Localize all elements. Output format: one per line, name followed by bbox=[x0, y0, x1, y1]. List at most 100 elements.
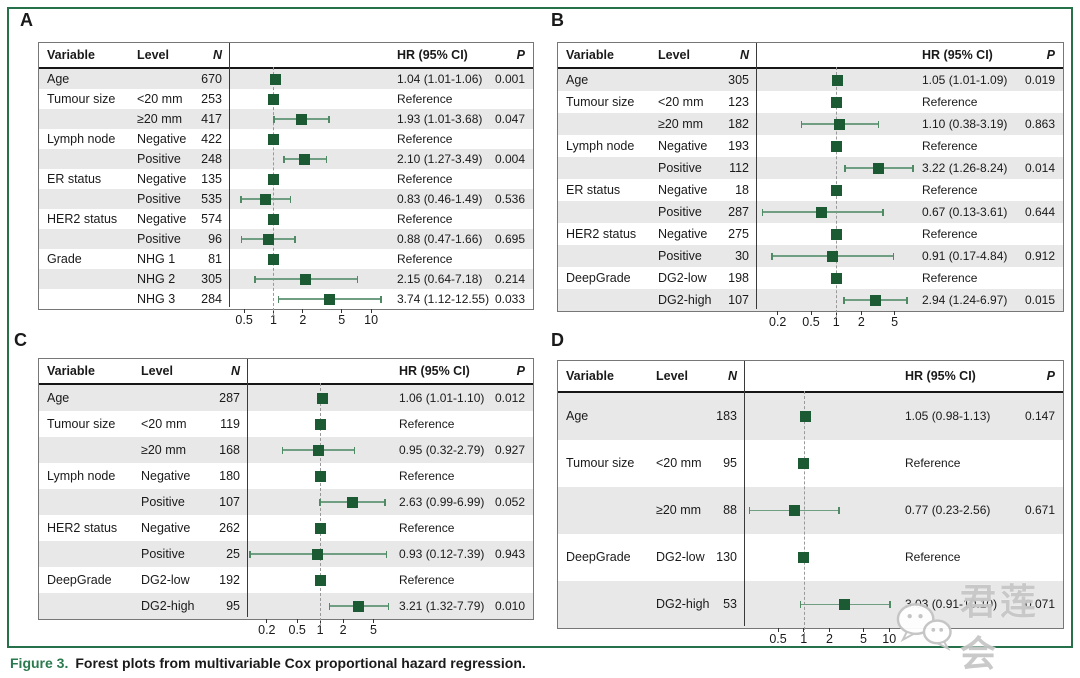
n-cell: 95 bbox=[226, 599, 240, 613]
hr-marker bbox=[267, 213, 279, 225]
table-row: NHG 3 284 3.74 (1.12-12.55) 0.033 bbox=[39, 289, 533, 309]
p-cell: 0.644 bbox=[1024, 205, 1055, 219]
hr-marker bbox=[816, 206, 828, 218]
hr-marker bbox=[830, 96, 842, 108]
variable-cell bbox=[558, 157, 656, 179]
forest-table-a: Variable Level N HR (95% CI) P Age 670 1.04 (1.… bbox=[38, 42, 534, 316]
hr-marker bbox=[312, 548, 324, 560]
plot-cell bbox=[247, 437, 393, 463]
level-cell: DG2-low bbox=[656, 550, 705, 564]
axis-tick bbox=[894, 311, 896, 315]
table-row: DG2-high 53 3.03 (0.91-10.10) 0.071 bbox=[558, 581, 1063, 628]
plot-cell bbox=[229, 229, 391, 249]
ci-cap-left bbox=[254, 275, 256, 283]
hr-marker bbox=[834, 118, 846, 130]
variable-cell: DeepGrade bbox=[566, 550, 631, 564]
ci-cap-right bbox=[892, 252, 895, 260]
ci-cap-right bbox=[906, 296, 908, 304]
p-cell: 0.695 bbox=[494, 232, 525, 246]
reference-line-dashed bbox=[803, 391, 805, 635]
p-cell bbox=[1020, 223, 1063, 245]
hr-cell: 1.05 (1.01-1.09) bbox=[922, 73, 1008, 87]
hr-marker bbox=[262, 233, 274, 245]
n-cell: 123 bbox=[728, 95, 749, 109]
n-cell: 30 bbox=[735, 249, 749, 263]
p-cell bbox=[491, 463, 533, 489]
caption-label: Figure 3. bbox=[10, 655, 69, 671]
plot-cell bbox=[229, 69, 391, 89]
level-cell bbox=[654, 393, 714, 440]
header-cell-p: P bbox=[1046, 369, 1055, 383]
table-row: Lymph node Negative 422 Reference bbox=[39, 129, 533, 149]
variable-cell bbox=[39, 437, 139, 463]
hr-marker bbox=[312, 444, 324, 456]
axis-tick-label: 0.5 bbox=[288, 623, 306, 637]
table-row: ≥20 mm 417 1.93 (1.01-3.68) 0.047 bbox=[39, 109, 533, 129]
hr-marker bbox=[839, 599, 851, 610]
panel-label-c: C bbox=[14, 330, 27, 350]
hr-marker bbox=[788, 505, 800, 516]
forest-table-d: Variable Level N HR (95% CI) P Age 183 1.05 (0.… bbox=[557, 360, 1064, 635]
plot-cell bbox=[247, 411, 393, 437]
level-cell: Negative bbox=[141, 521, 191, 535]
hr-marker bbox=[269, 73, 281, 85]
header-cell-level: Level bbox=[656, 369, 688, 383]
table-row: Positive 96 0.88 (0.47-1.66) 0.695 bbox=[39, 229, 533, 249]
header-cell-hr: HR (95% CI) bbox=[905, 369, 976, 383]
header-cell-variable: Variable bbox=[47, 48, 95, 62]
variable-cell bbox=[39, 289, 135, 309]
header-cell-level: Level bbox=[141, 364, 173, 378]
n-cell: 180 bbox=[219, 469, 240, 483]
plot-cell bbox=[247, 463, 393, 489]
hr-cell: 2.15 (0.64-7.18) bbox=[397, 272, 483, 286]
ci-cap-right bbox=[877, 120, 880, 128]
n-cell: 287 bbox=[728, 205, 749, 219]
axis-tick-label: 5 bbox=[370, 623, 377, 637]
ci-cap-left bbox=[277, 295, 280, 303]
n-cell: 193 bbox=[728, 139, 749, 153]
level-cell bbox=[139, 385, 213, 411]
n-cell: 305 bbox=[201, 272, 222, 286]
header-cell-hr: HR (95% CI) bbox=[399, 364, 470, 378]
wechat-logo-icon bbox=[896, 603, 952, 651]
x-axis-c: 0.2 0.5 1 2 5 bbox=[247, 618, 393, 642]
variable-cell bbox=[39, 489, 139, 515]
hr-cell: Reference bbox=[397, 132, 453, 146]
hr-marker bbox=[314, 522, 326, 534]
hr-marker bbox=[827, 250, 839, 262]
level-cell: ≥20 mm bbox=[141, 443, 187, 457]
table-row: HER2 status Negative 275 Reference bbox=[558, 223, 1063, 245]
plot-cell bbox=[744, 581, 899, 628]
plot-cell bbox=[756, 91, 916, 113]
table-row: NHG 2 305 2.15 (0.64-7.18) 0.214 bbox=[39, 269, 533, 289]
ci-cap-left bbox=[273, 115, 275, 123]
p-cell bbox=[1020, 267, 1063, 289]
plot-cell bbox=[247, 593, 393, 619]
header-cell-level: Level bbox=[658, 48, 690, 62]
p-cell bbox=[491, 89, 533, 109]
axis-tick-label: 1 bbox=[800, 632, 808, 646]
hr-cell: 3.21 (1.32-7.79) bbox=[399, 599, 485, 613]
hr-marker bbox=[830, 272, 842, 284]
hr-marker bbox=[830, 140, 842, 152]
hr-marker bbox=[314, 418, 326, 430]
variable-cell: HER2 status bbox=[47, 521, 118, 535]
table-row: Tumour size <20 mm 95 Reference bbox=[558, 440, 1063, 487]
level-cell: DG2-high bbox=[656, 597, 710, 611]
header-cell-plot bbox=[247, 359, 393, 383]
n-cell: 88 bbox=[723, 503, 737, 517]
column-divider bbox=[744, 361, 745, 626]
level-cell: <20 mm bbox=[141, 417, 187, 431]
hr-cell: 0.91 (0.17-4.84) bbox=[922, 249, 1008, 263]
axis-tick-label: 10 bbox=[882, 632, 897, 646]
n-cell: 130 bbox=[716, 550, 737, 564]
plot-cell bbox=[756, 289, 916, 311]
hr-cell: Reference bbox=[399, 469, 455, 483]
forest-table-b: Variable Level N HR (95% CI) P Age 305 1.05 (1.… bbox=[557, 42, 1064, 318]
table-row: DeepGrade DG2-low 192 Reference bbox=[39, 567, 533, 593]
p-cell: 0.147 bbox=[1024, 409, 1055, 423]
hr-marker bbox=[873, 162, 885, 174]
header-cell-p: P bbox=[516, 364, 525, 378]
table-row: Lymph node Negative 180 Reference bbox=[39, 463, 533, 489]
variable-cell bbox=[39, 593, 139, 619]
